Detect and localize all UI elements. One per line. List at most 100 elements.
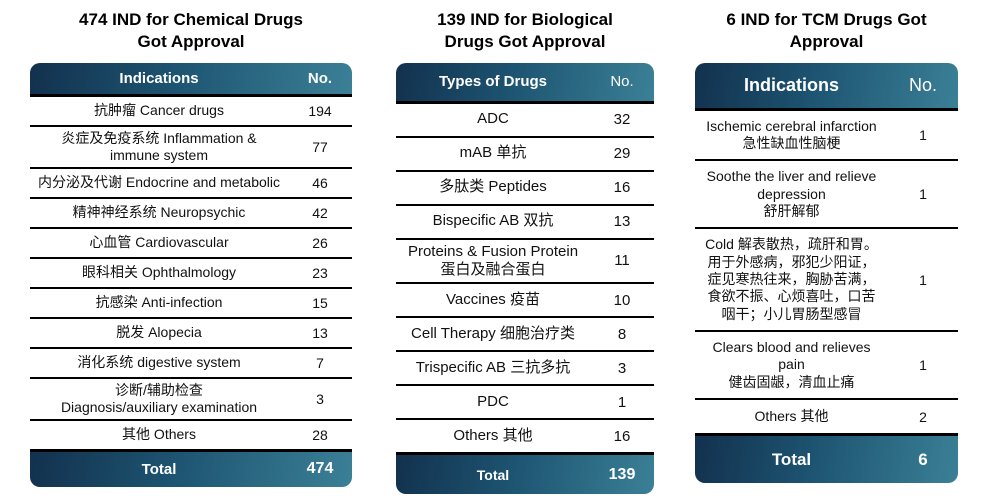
row-value: 26 bbox=[312, 234, 328, 251]
row-label-line2: 蛋白及融合蛋白 bbox=[440, 260, 546, 278]
table-row: Others 其他 16 bbox=[396, 420, 654, 455]
row-value: 16 bbox=[613, 179, 631, 196]
table-row: 眼科相关 Ophthalmology 23 bbox=[30, 259, 352, 289]
table-row: Ischemic cerebral infarction 急性缺血性脑梗 1 bbox=[695, 111, 958, 162]
table-row: mAB 单抗 29 bbox=[396, 138, 654, 172]
row-value: 28 bbox=[312, 426, 328, 443]
row-label-line1: 消化系统 digestive system bbox=[77, 354, 241, 371]
table-row: 精神神经系统 Neuropsychic 42 bbox=[30, 199, 352, 229]
row-label: Others 其他 bbox=[396, 424, 590, 448]
total-label: Total bbox=[476, 466, 510, 483]
row-value: 13 bbox=[312, 324, 328, 341]
row-value: 13 bbox=[613, 213, 631, 230]
row-label: Ischemic cerebral infarction 急性缺血性脑梗 bbox=[695, 111, 888, 160]
row-label-line1: 眼科相关 Ophthalmology bbox=[81, 264, 237, 281]
row-value: 32 bbox=[613, 111, 631, 128]
row-label: Others 其他 bbox=[695, 401, 888, 432]
table-row: PDC 1 bbox=[396, 386, 654, 421]
row-label: 精神神经系统 Neuropsychic bbox=[30, 201, 288, 224]
row-label: 消化系统 digestive system bbox=[30, 351, 288, 374]
column-header-label: Indications bbox=[119, 69, 199, 87]
row-value: 77 bbox=[312, 138, 328, 155]
row-value: 3 bbox=[316, 390, 324, 407]
table-row: Others 其他 2 bbox=[695, 400, 958, 436]
table-row: Bispecific AB 双抗 13 bbox=[396, 206, 654, 240]
table-row: 心血管 Cardiovascular 26 bbox=[30, 229, 352, 259]
row-label-line1: 其他 Others bbox=[122, 426, 196, 443]
row-label: mAB 单抗 bbox=[396, 141, 590, 165]
row-label: 脱发 Alopecia bbox=[30, 321, 288, 344]
row-value: 11 bbox=[614, 252, 630, 270]
table-row: Trispecific AB 三抗多抗 3 bbox=[396, 352, 654, 387]
table-row: Proteins & Fusion Protein 蛋白及融合蛋白 11 bbox=[396, 240, 654, 285]
row-value: 16 bbox=[613, 427, 631, 445]
column-header-label: Indications bbox=[743, 74, 839, 95]
row-label-line1: 心血管 Cardiovascular bbox=[89, 234, 229, 251]
row-label-line2: Diagnosis/auxiliary examination bbox=[60, 398, 258, 415]
table-body: Ischemic cerebral infarction 急性缺血性脑梗 1 Soot… bbox=[695, 111, 958, 436]
row-label-line2: 舒肝解郁 bbox=[763, 202, 820, 219]
table-row: 抗感染 Anti-infection 15 bbox=[30, 289, 352, 319]
row-label-line1: 内分泌及代谢 Endocrine and metabolic bbox=[38, 174, 280, 191]
row-label-line1: Others 其他 bbox=[453, 426, 533, 444]
row-value: 2 bbox=[919, 408, 927, 425]
row-label-line1: Bispecific AB 双抗 bbox=[432, 212, 554, 230]
row-label: Vaccines 疫苗 bbox=[396, 288, 590, 312]
table-title: 6 IND for TCM Drugs Got Approval bbox=[726, 10, 927, 51]
row-value: 46 bbox=[312, 174, 328, 191]
column-header-no: No. bbox=[610, 73, 634, 90]
table-header-row: Types of Drugs No. bbox=[396, 62, 654, 104]
row-value: 1 bbox=[919, 271, 927, 288]
total-value: 6 bbox=[918, 449, 928, 469]
row-label: 心血管 Cardiovascular bbox=[30, 231, 288, 254]
row-value: 10 bbox=[613, 291, 631, 309]
row-value: 15 bbox=[312, 294, 328, 311]
row-label-line1: Cell Therapy 细胞治疗类 bbox=[411, 324, 575, 342]
row-value: 29 bbox=[613, 145, 631, 162]
table-total-row: Total 474 bbox=[30, 450, 352, 487]
approval-table: Indications No. Ischemic cerebral infarc… bbox=[695, 62, 958, 484]
table-row: Cell Therapy 细胞治疗类 8 bbox=[396, 318, 654, 353]
total-label: Total bbox=[771, 449, 812, 469]
row-label-line1: Cold 解表散热，疏肝和胃。 用于外感病，邪犯少阳证，症见寒热往来，胸胁苦满，… bbox=[705, 236, 878, 322]
row-label-line1: Vaccines 疫苗 bbox=[446, 290, 540, 308]
table-row: 抗肿瘤 Cancer drugs 194 bbox=[30, 97, 352, 127]
table-header-row: Indications No. bbox=[695, 62, 958, 111]
table-row: Soothe the liver and relieve depression 舒… bbox=[695, 161, 958, 230]
row-value: 7 bbox=[316, 354, 324, 371]
row-label-line1: 抗肿瘤 Cancer drugs bbox=[94, 101, 224, 118]
row-label: Clears blood and relieves pain 健齿固龈，清血止痛 bbox=[695, 332, 888, 398]
table-title: 139 IND for Biological Drugs Got Approva… bbox=[437, 10, 613, 51]
table-total-row: Total 139 bbox=[396, 454, 654, 495]
row-value: 1 bbox=[617, 393, 627, 411]
row-label: 诊断/辅助检查 Diagnosis/auxiliary examination bbox=[30, 379, 288, 419]
row-value: 1 bbox=[919, 126, 927, 143]
row-label-line2: 健齿固龈，清血止痛 bbox=[728, 373, 855, 390]
row-label: Trispecific AB 三抗多抗 bbox=[396, 356, 590, 380]
table-row: 消化系统 digestive system 7 bbox=[30, 349, 352, 379]
table-row: 多肽类 Peptides 16 bbox=[396, 172, 654, 206]
row-label: 内分泌及代谢 Endocrine and metabolic bbox=[30, 171, 288, 194]
row-label-line1: 炎症及免疫系统 Inflammation & immune system bbox=[61, 129, 257, 163]
row-label: Cold 解表散热，疏肝和胃。 用于外感病，邪犯少阳证，症见寒热往来，胸胁苦满，… bbox=[695, 229, 888, 330]
table-body: ADC 32 mAB 单抗 29 多肽类 Peptides 16 Bispecific AB… bbox=[396, 104, 654, 455]
row-label: 抗感染 Anti-infection bbox=[30, 291, 288, 314]
table-total-row: Total 6 bbox=[695, 435, 958, 484]
table-row: Clears blood and relieves pain 健齿固龈，清血止痛 1 bbox=[695, 332, 958, 401]
column-header-no: No. bbox=[307, 69, 333, 87]
table-row: 脱发 Alopecia 13 bbox=[30, 319, 352, 349]
total-value: 139 bbox=[608, 465, 636, 483]
row-label-line1: mAB 单抗 bbox=[459, 144, 527, 162]
row-label-line1: Soothe the liver and relieve depression bbox=[706, 168, 877, 202]
table-row: Vaccines 疫苗 10 bbox=[396, 284, 654, 319]
approval-table: Types of Drugs No. ADC 32 mAB 单抗 29 多肽类 Pept… bbox=[396, 62, 654, 495]
table-body: 抗肿瘤 Cancer drugs 194 炎症及免疫系统 Inflammation … bbox=[30, 97, 352, 451]
table-row: 诊断/辅助检查 Diagnosis/auxiliary examination 3 bbox=[30, 379, 352, 421]
row-label: Proteins & Fusion Protein 蛋白及融合蛋白 bbox=[396, 240, 590, 283]
table-row: 炎症及免疫系统 Inflammation & immune system 77 bbox=[30, 127, 352, 169]
row-label: ADC bbox=[396, 107, 590, 131]
row-value: 1 bbox=[919, 357, 927, 374]
row-value: 194 bbox=[308, 102, 332, 119]
row-label-line1: 抗感染 Anti-infection bbox=[95, 294, 223, 311]
